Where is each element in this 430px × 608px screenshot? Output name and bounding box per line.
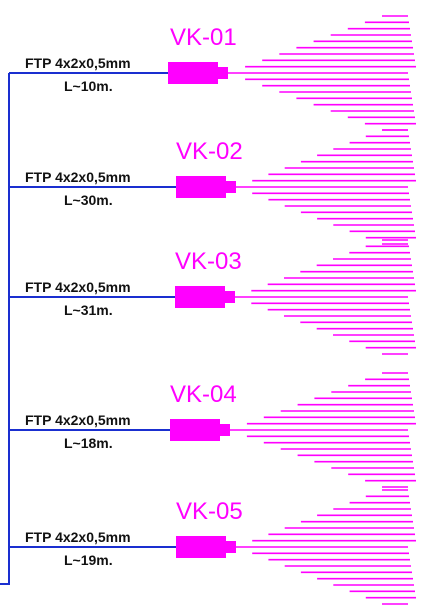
camera-id-label: VK-03 <box>175 248 242 275</box>
cable-length-label: L~30m. <box>64 192 113 208</box>
cable-type-label: FTP 4x2x0,5mm <box>25 279 131 295</box>
cable-type-label: FTP 4x2x0,5mm <box>25 55 131 71</box>
field-of-view-icon <box>230 372 416 488</box>
camera-row: FTP 4x2x0,5mm L~31m. VK-03 <box>9 239 416 355</box>
camera-body-icon <box>175 286 225 308</box>
camera-id-label: VK-01 <box>170 24 237 51</box>
camera-lens-icon <box>218 67 228 79</box>
cable-type-label: FTP 4x2x0,5mm <box>25 412 131 428</box>
camera-lens-icon <box>226 541 236 553</box>
camera-body-icon <box>170 419 220 441</box>
camera-id-label: VK-05 <box>176 498 243 525</box>
cable-length-label: L~18m. <box>64 435 113 451</box>
field-of-view-icon <box>235 239 416 355</box>
camera-row: FTP 4x2x0,5mm L~19m. VK-05 <box>9 489 416 605</box>
camera-row: FTP 4x2x0,5mm L~18m. VK-04 <box>9 372 416 488</box>
cable-type-label: FTP 4x2x0,5mm <box>25 529 131 545</box>
camera-id-label: VK-04 <box>170 381 237 408</box>
camera-lens-icon <box>226 181 236 193</box>
cable-length-label: L~31m. <box>64 302 113 318</box>
field-of-view-icon <box>236 489 416 605</box>
cable-type-label: FTP 4x2x0,5mm <box>25 169 131 185</box>
cable-length-label: L~10m. <box>64 78 113 94</box>
camera-body-icon <box>176 176 226 198</box>
camera-lens-icon <box>225 291 235 303</box>
field-of-view-icon <box>228 15 416 131</box>
camera-row: FTP 4x2x0,5mm L~30m. VK-02 <box>9 129 416 245</box>
camera-lens-icon <box>220 424 230 436</box>
camera-id-label: VK-02 <box>176 138 243 165</box>
camera-body-icon <box>168 62 218 84</box>
camera-row: FTP 4x2x0,5mm L~10m. VK-01 <box>9 15 416 131</box>
cable-length-label: L~19m. <box>64 552 113 568</box>
camera-body-icon <box>176 536 226 558</box>
field-of-view-icon <box>236 129 416 245</box>
